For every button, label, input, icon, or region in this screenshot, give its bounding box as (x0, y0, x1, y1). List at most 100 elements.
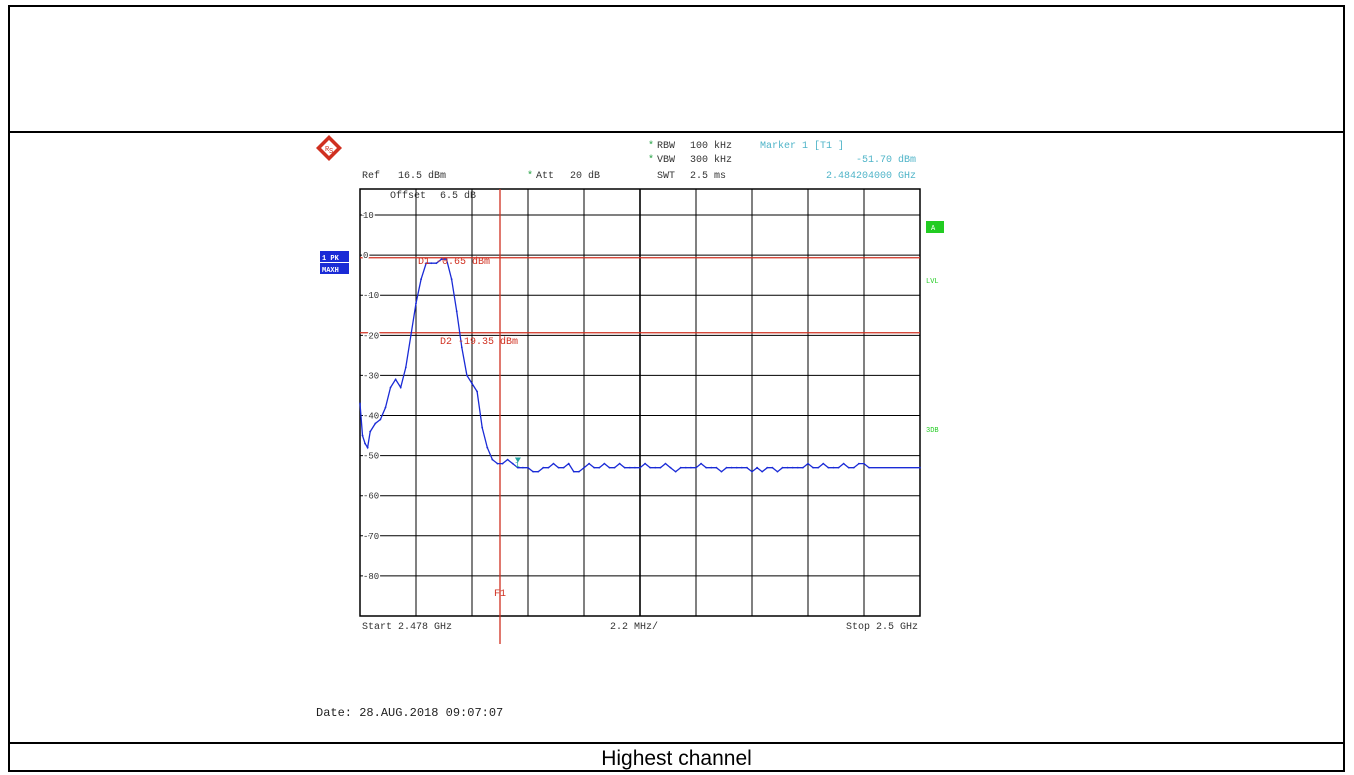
y-tick-label: -10 (363, 291, 379, 301)
plot-area (359, 188, 921, 644)
trace-point (486, 446, 489, 449)
trace-point (384, 406, 387, 409)
trace-point (715, 466, 718, 469)
marker-1-triangle (514, 457, 521, 463)
trace-point (812, 466, 814, 469)
trace-point (837, 466, 840, 469)
trace-point (649, 466, 652, 469)
trace-point (532, 470, 534, 473)
trace-point (735, 466, 738, 469)
offset-label: Offset (390, 190, 426, 202)
trace-point (410, 334, 412, 337)
divider-bottom (8, 742, 1345, 744)
trace-point (613, 466, 616, 469)
trace-point (659, 466, 662, 469)
trace-point (445, 258, 448, 261)
date-value: 28.AUG.2018 (359, 706, 439, 720)
ref-label: Ref (362, 170, 380, 182)
y-tick-label: -30 (363, 371, 379, 381)
trace-point (751, 470, 753, 473)
d1-value: -0.65 dBm (436, 256, 490, 268)
trace-point (466, 374, 468, 377)
start-frequency: Start 2.478 GHz (362, 622, 452, 633)
y-tick-labels: 10 0 -10 -20 -30 -40 -50 -60 -70 -80 (362, 210, 381, 584)
trace-point (578, 470, 580, 473)
caption: Highest channel (601, 747, 752, 770)
trace-point (730, 466, 733, 469)
trace-point (425, 262, 428, 265)
trace-point (664, 462, 667, 465)
f1-label: F1 (494, 589, 506, 600)
trace-point (455, 310, 458, 313)
marker-title: Marker 1 [T1 ] (760, 140, 844, 152)
trace-point (634, 466, 636, 469)
marker-number: 1 (515, 461, 520, 470)
y-tick-label: -20 (363, 331, 379, 341)
trace-point (919, 466, 921, 469)
trace-point (593, 466, 596, 469)
trace-point (394, 378, 397, 381)
trace-point (430, 262, 433, 265)
trace-point (669, 466, 672, 469)
trace-point (420, 278, 422, 281)
trace-point (537, 470, 540, 473)
trace-point (832, 466, 835, 469)
y-tick-label: -40 (363, 412, 379, 422)
trace-point (618, 462, 621, 465)
trace-point (766, 466, 769, 469)
trace-point (791, 466, 794, 469)
rohde-schwarz-logo-icon: R S (316, 135, 342, 161)
trace-point (720, 470, 723, 473)
trace-point (379, 418, 382, 421)
trace-point (471, 382, 473, 385)
d2-value: -19.35 dBm (458, 336, 518, 348)
side-3db-label: 3DB (926, 427, 939, 435)
trace-point (603, 462, 606, 465)
trace-point (516, 466, 519, 469)
trace-point (710, 466, 713, 469)
trace-point (562, 466, 565, 469)
trace-point (583, 466, 585, 469)
trace-point (440, 258, 443, 261)
trace-point (725, 466, 728, 469)
trace-point (781, 466, 784, 469)
side-lvl-label: LVL (926, 278, 939, 286)
trace-point (776, 470, 779, 473)
trace-badge-box-2 (320, 263, 349, 274)
rbw-value: 100 kHz (690, 140, 732, 152)
y-tick-label: 0 (363, 251, 368, 261)
trace-point (756, 466, 758, 469)
trace-badge-box-1 (320, 251, 349, 262)
trace-point (496, 462, 499, 465)
trace-point (572, 470, 575, 473)
trace-point (690, 466, 692, 469)
svg-text:R: R (325, 146, 330, 154)
vbw-star: * (648, 154, 654, 166)
trace-point (366, 446, 369, 449)
trace-point (364, 442, 366, 445)
trace-point (628, 466, 631, 469)
page-frame (8, 5, 1345, 772)
y-tick-label: -50 (363, 452, 379, 462)
trace-point (476, 390, 478, 393)
y-tick-label: -80 (363, 572, 379, 582)
swt-value: 2.5 ms (690, 171, 726, 182)
trace-point (684, 466, 687, 469)
trace-point (674, 470, 677, 473)
date-label: Date: (316, 706, 353, 720)
trace-point (491, 458, 494, 461)
trace-point (506, 458, 509, 461)
trace-point (511, 462, 514, 465)
d1-label: D1 (418, 257, 430, 268)
trace-badge-maxh: MAXH (322, 267, 339, 275)
trace-point (359, 402, 361, 405)
trace-point (404, 366, 407, 369)
trace-point (786, 466, 789, 469)
trace-point (807, 462, 809, 465)
trace-badge-pk: 1 PK (322, 255, 340, 263)
rbw-star: * (648, 140, 654, 152)
att-star: * (527, 170, 533, 182)
side-a-label: A (931, 225, 936, 233)
swt-label: SWT (657, 171, 675, 182)
